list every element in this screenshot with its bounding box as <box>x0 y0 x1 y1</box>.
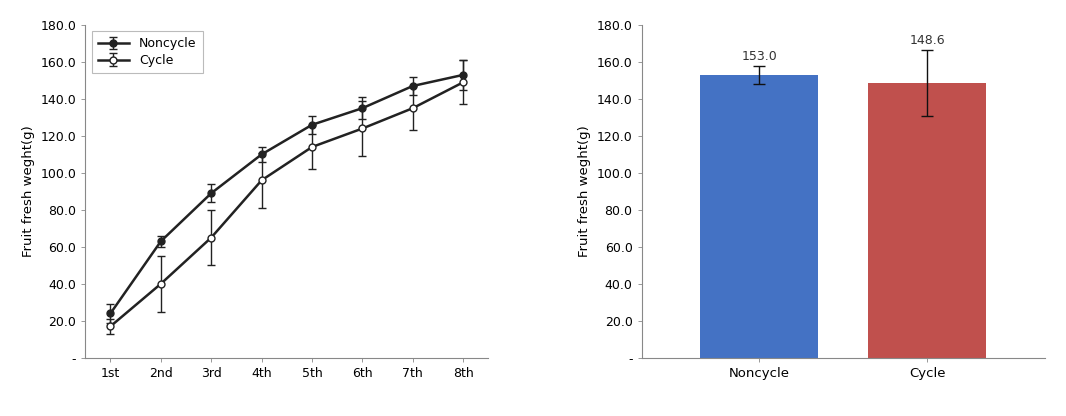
Text: 153.0: 153.0 <box>741 50 777 63</box>
Bar <box>869 83 986 358</box>
Y-axis label: Fruit fresh weght(g): Fruit fresh weght(g) <box>578 126 592 257</box>
Legend: Noncycle, Cycle: Noncycle, Cycle <box>92 31 203 74</box>
Y-axis label: Fruit fresh weght(g): Fruit fresh weght(g) <box>21 126 35 257</box>
Text: 148.6: 148.6 <box>909 34 944 47</box>
Bar <box>700 75 818 358</box>
